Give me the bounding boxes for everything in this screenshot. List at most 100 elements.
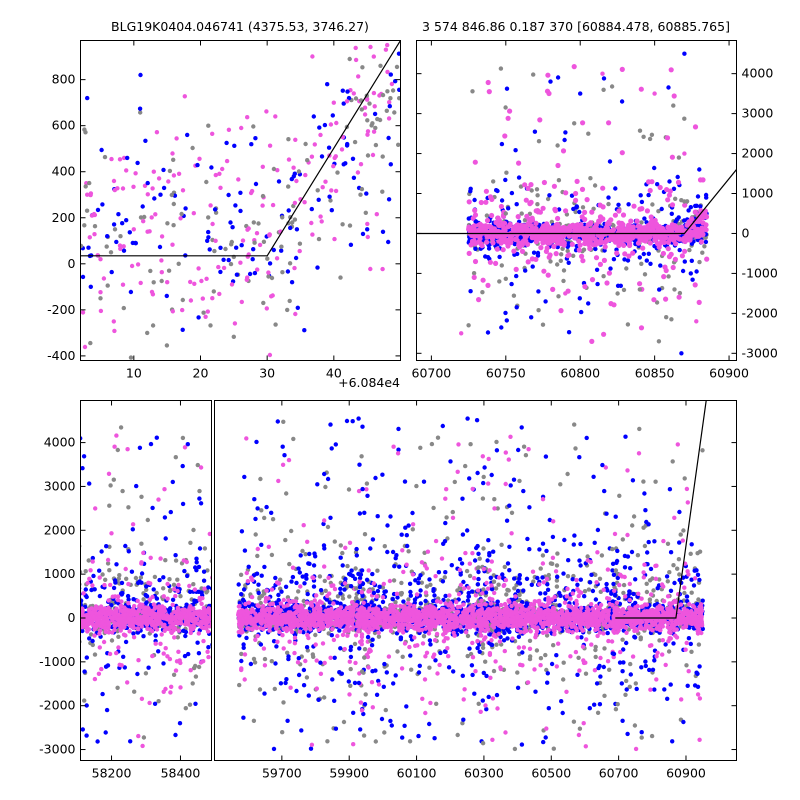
grey-point	[167, 588, 173, 594]
blue-point	[111, 585, 117, 591]
blue-point	[183, 206, 188, 211]
grey-point	[262, 656, 268, 662]
grey-point	[370, 121, 375, 126]
blue-point	[103, 664, 109, 669]
blue-point	[543, 299, 548, 304]
blue-point	[199, 590, 204, 595]
blue-point	[512, 241, 517, 247]
magenta-point	[80, 614, 85, 619]
magenta-point	[153, 212, 158, 217]
magenta-point	[205, 617, 210, 622]
blue-point	[206, 229, 211, 235]
blue-point	[608, 266, 613, 271]
magenta-point	[161, 623, 166, 628]
magenta-point	[121, 622, 127, 627]
magenta-point	[113, 610, 118, 616]
magenta-point	[514, 223, 521, 229]
blue-point	[697, 167, 702, 172]
magenta-point	[150, 653, 155, 659]
blue-point	[386, 197, 392, 202]
magenta-point	[142, 605, 147, 610]
blue-point	[119, 580, 125, 586]
magenta-point	[593, 255, 600, 261]
magenta-point	[356, 74, 361, 79]
grey-point	[180, 435, 186, 441]
magenta-point	[597, 261, 604, 267]
magenta-point	[525, 185, 531, 191]
blue-point	[276, 179, 282, 184]
blue-point	[100, 691, 105, 697]
grey-point	[338, 543, 343, 548]
blue-point	[293, 255, 299, 261]
magenta-point	[550, 286, 556, 292]
grey-point	[682, 199, 687, 204]
grey-point	[148, 268, 153, 274]
grey-point	[471, 271, 477, 276]
magenta-point	[190, 611, 195, 617]
magenta-point	[145, 192, 150, 197]
grey-point	[365, 153, 371, 158]
magenta-point	[136, 627, 141, 632]
magenta-point	[682, 151, 687, 156]
blue-point	[659, 206, 664, 212]
magenta-point	[637, 281, 643, 287]
grey-point	[601, 274, 606, 279]
blue-point	[619, 99, 625, 104]
magenta-point	[203, 314, 208, 319]
blue-point	[228, 220, 233, 225]
grey-point	[362, 647, 368, 652]
magenta-point	[122, 608, 127, 613]
magenta-point	[494, 246, 500, 252]
blue-point	[354, 553, 359, 558]
magenta-point	[616, 242, 622, 249]
magenta-point	[485, 79, 491, 86]
magenta-point	[598, 237, 604, 244]
magenta-point	[136, 609, 141, 614]
grey-point	[231, 334, 236, 339]
model-line	[80, 40, 401, 257]
grey-point	[253, 532, 258, 537]
blue-point	[95, 739, 100, 744]
magenta-point	[182, 607, 187, 612]
magenta-point	[603, 224, 610, 230]
magenta-point	[120, 282, 126, 287]
magenta-point	[656, 227, 662, 233]
grey-point	[103, 577, 108, 582]
magenta-point	[362, 112, 368, 117]
blue-point	[212, 207, 218, 212]
magenta-point	[108, 615, 114, 620]
grey-point	[573, 209, 578, 215]
magenta-point	[576, 238, 582, 244]
magenta-point	[590, 242, 596, 248]
blue-point	[286, 654, 291, 659]
blue-point	[273, 575, 278, 581]
blue-point	[124, 218, 129, 223]
blue-point	[351, 175, 357, 180]
magenta-point	[669, 236, 675, 242]
blue-point	[312, 551, 317, 556]
magenta-point	[682, 202, 688, 208]
magenta-point	[176, 615, 182, 621]
blue-point	[574, 204, 579, 209]
magenta-point	[478, 199, 484, 206]
blue-point	[468, 289, 473, 294]
magenta-point	[669, 154, 676, 160]
magenta-point	[549, 225, 555, 231]
magenta-point	[187, 583, 192, 589]
magenta-point	[667, 188, 673, 194]
blue-point	[271, 746, 277, 752]
magenta-point	[169, 630, 174, 635]
grey-point	[171, 223, 176, 228]
grey-point	[171, 672, 177, 677]
blue-point	[566, 330, 572, 335]
blue-point	[111, 222, 117, 227]
grey-point	[286, 137, 291, 142]
blue-point	[182, 568, 187, 574]
blue-point	[256, 590, 261, 596]
grey-point	[639, 220, 644, 225]
blue-point	[206, 585, 211, 590]
blue-point	[173, 553, 178, 558]
magenta-point	[370, 152, 376, 158]
blue-point	[262, 564, 267, 570]
magenta-point	[245, 227, 250, 232]
